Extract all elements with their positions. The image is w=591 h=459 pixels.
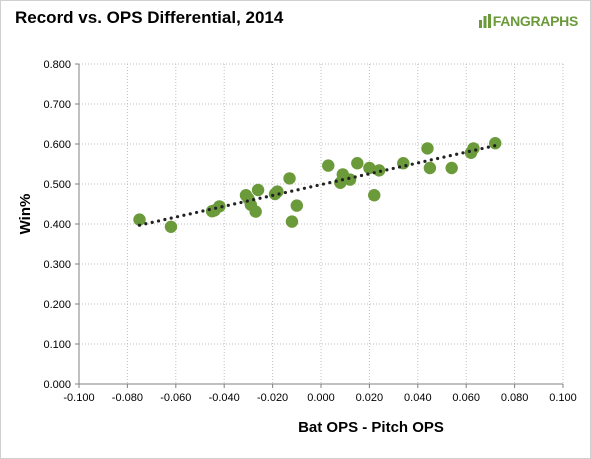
data-point <box>285 215 299 228</box>
y-tick-labels: 0.000 0.100 0.200 0.300 0.400 0.500 0.600 0.700… <box>43 59 71 391</box>
x-tick-label: -0.060 <box>160 392 191 404</box>
x-tick-label: 0.000 <box>307 392 335 404</box>
x-tick-label: 0.020 <box>356 392 384 404</box>
data-point <box>343 173 357 186</box>
x-tick-label: -0.080 <box>112 392 143 404</box>
data-point <box>283 172 296 185</box>
x-axis-title: Bat OPS - Pitch OPS <box>298 419 444 436</box>
y-tick-label: 0.400 <box>43 219 71 231</box>
y-tick-label: 0.500 <box>43 179 71 191</box>
data-point <box>368 189 381 202</box>
x-tick-label: 0.040 <box>404 392 432 404</box>
y-tick-label: 0.300 <box>43 259 71 271</box>
x-tick-label: 0.080 <box>501 392 529 404</box>
data-point <box>251 183 265 197</box>
trendline <box>137 144 497 227</box>
fangraphs-logo-text: FANGRAPHS <box>492 13 579 29</box>
trendline-path <box>137 144 497 227</box>
grid-lines <box>79 63 564 384</box>
y-tick-label: 0.600 <box>43 139 71 151</box>
chart-title: Record vs. OPS Differential, 2014 <box>15 8 284 27</box>
y-tick-label: 0.100 <box>43 339 71 351</box>
x-tick-label: -0.100 <box>63 392 94 404</box>
data-point <box>290 199 303 212</box>
data-point <box>249 205 262 218</box>
y-tick-label: 0.000 <box>43 379 71 391</box>
data-point <box>363 161 376 175</box>
data-point <box>489 137 502 150</box>
data-point <box>351 157 364 170</box>
y-axis-title: Win% <box>17 194 34 235</box>
y-tick-label: 0.700 <box>43 99 71 111</box>
data-point <box>423 161 437 175</box>
data-point <box>271 185 284 198</box>
x-tick-label: -0.020 <box>257 392 288 404</box>
y-tick-label: 0.800 <box>43 59 71 71</box>
x-tick-label: 0.100 <box>549 392 577 404</box>
fangraphs-bars-icon <box>478 14 491 28</box>
x-tick-label: -0.040 <box>209 392 240 404</box>
y-tick-label: 0.200 <box>43 299 71 311</box>
data-point <box>322 159 335 172</box>
data-point <box>445 161 458 175</box>
axes <box>75 63 564 388</box>
data-point <box>213 200 226 213</box>
fangraphs-logo: FANGRAPHS <box>478 13 579 29</box>
x-tick-labels: -0.100 -0.080 -0.060 -0.040 -0.020 0.000 0.020… <box>63 392 576 404</box>
x-tick-label: 0.060 <box>452 392 480 404</box>
data-point <box>421 142 434 155</box>
data-point <box>372 164 386 177</box>
data-points <box>133 137 502 233</box>
data-point <box>133 213 146 226</box>
data-point <box>164 220 178 233</box>
